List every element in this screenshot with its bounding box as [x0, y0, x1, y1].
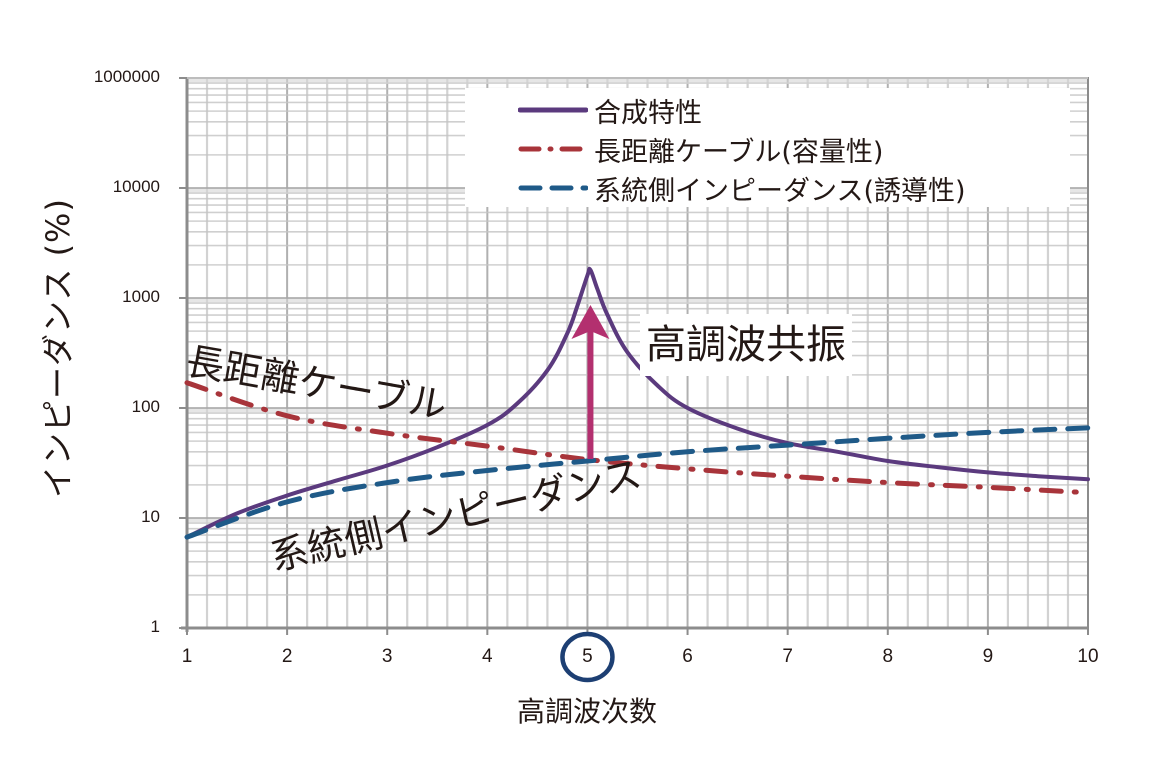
legend-item-combined: 合成特性	[518, 91, 702, 129]
legend-label: 系統側インピーダンス(誘導性)	[594, 175, 966, 207]
x-tick-highlight-circle	[560, 631, 615, 683]
y-tick-label: 1	[150, 617, 160, 636]
x-tick-label: 1	[181, 646, 193, 667]
series-dashdot-line	[184, 380, 1091, 496]
x-tick-label: 3	[381, 646, 393, 667]
x-tick-label: 6	[682, 646, 693, 667]
legend-label: 合成特性	[594, 97, 702, 129]
series-dashed-line	[184, 425, 1091, 540]
annotation-harmonic-resonance: 高調波共振	[640, 314, 852, 376]
x-tick-label: 7	[782, 646, 793, 667]
legend-item-cable: 長距離ケーブル(容量性)	[518, 130, 883, 168]
y-tick-label: 1000	[122, 287, 160, 306]
x-tick-label: 5	[582, 646, 593, 667]
legend: 合成特性 長距離ケーブル(容量性) 系統側インピーダンス(誘導性)	[465, 88, 1070, 207]
dashdot-line-swatch-icon	[518, 146, 588, 152]
legend-label: 長距離ケーブル(容量性)	[594, 136, 884, 168]
legend-item-system: 系統側インピーダンス(誘導性)	[518, 169, 966, 207]
x-tick-label: 8	[882, 646, 894, 667]
data-series	[184, 266, 1091, 540]
y-tick-label: 100	[131, 397, 160, 416]
x-tick-label: 4	[482, 646, 493, 667]
y-tick-label: 1000000	[93, 67, 160, 86]
series-solid-line	[185, 266, 1090, 540]
dashed-line-swatch-icon	[518, 185, 588, 191]
solid-line-swatch-icon	[518, 107, 588, 113]
x-tick-label: 2	[281, 646, 293, 667]
y-tick-label: 10	[141, 507, 160, 526]
x-tick-label: 10	[1077, 646, 1099, 667]
x-axis-label: 高調波次数	[516, 695, 658, 728]
resonance-arrow	[571, 305, 610, 459]
y-axis-label: インピーダンス (%)	[39, 198, 77, 498]
y-tick-label: 10000	[112, 177, 160, 196]
x-tick-label: 9	[982, 646, 994, 667]
